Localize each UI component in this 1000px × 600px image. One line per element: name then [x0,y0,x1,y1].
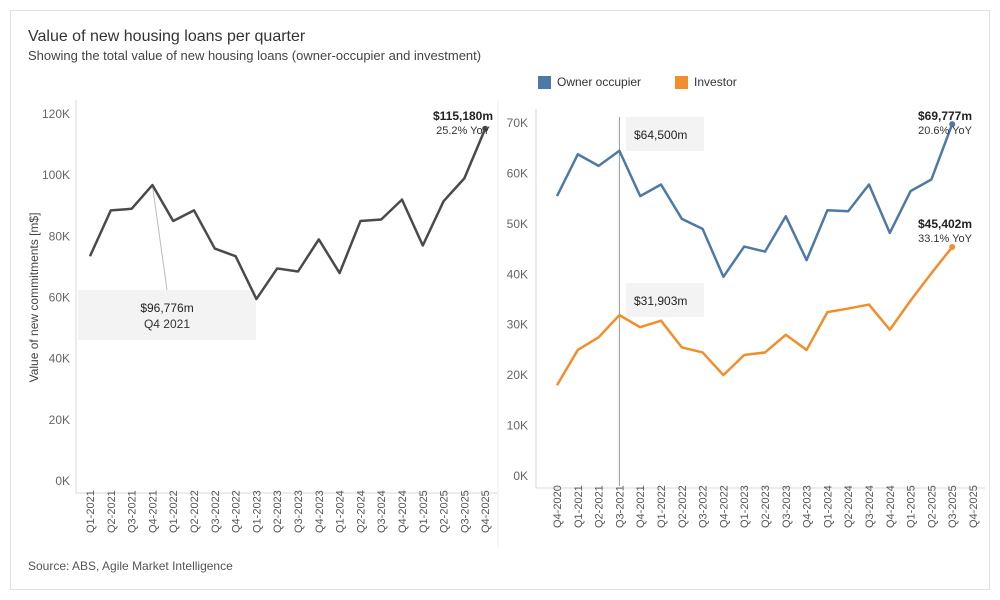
y-tick-label: 40K [49,352,70,366]
x-tick-label: Q2-2022 [677,485,689,528]
x-tick-label: Q2-2025 [926,485,938,528]
x-tick-label: Q2-2024 [355,490,367,533]
y-tick-label: 70K [507,116,528,130]
x-tick-label: Q3-2022 [210,490,222,533]
y-tick-label: 50K [507,217,528,231]
legend-label-owner: Owner occupier [557,75,642,89]
x-tick-label: Q2-2021 [106,490,118,533]
tooltip-value-investor: $31,903m [634,294,687,308]
tooltip-value-owner: $64,500m [634,128,687,142]
x-tick-label: Q4-2022 [231,490,243,533]
x-tick-label: Q4-2020 [552,485,564,528]
x-tick-label: Q3-2022 [698,485,710,528]
tooltip-box-total-q4-2021 [78,290,256,340]
legend-swatch-owner [538,75,551,89]
x-tick-label: Q3-2021 [127,490,139,533]
x-tick-label: Q4-2023 [314,490,326,533]
x-tick-label: Q4-2022 [718,485,730,528]
page-title: Value of new housing loans per quarter [28,28,306,45]
legend: Owner occupier Investor [538,75,771,89]
x-tick-label: Q1-2021 [573,485,585,528]
end-label-yoy-investor: 33.1% YoY [918,233,972,245]
y-tick-label: 100K [42,168,70,182]
x-tick-label: Q1-2024 [822,485,834,528]
x-tick-label: Q1-2025 [906,485,918,528]
legend-item-owner[interactable]: Owner occupier [538,75,641,89]
tooltip-box-investor [626,283,704,317]
x-tick-label: Q3-2024 [376,490,388,533]
data-point-investor [949,244,956,251]
legend-item-investor[interactable]: Investor [675,75,737,89]
y-axis-title: Value of new commitments [m$] [27,213,41,383]
tooltip-sub-total: Q4 2021 [144,317,190,331]
x-tick-label: Q3-2024 [864,485,876,528]
legend-swatch-investor [675,75,689,89]
y-tick-label: 0K [513,469,528,483]
end-label-value-total: $115,180m [433,109,493,123]
x-tick-label: Q1-2023 [251,490,263,533]
x-tick-label: Q4-2024 [397,490,409,533]
x-tick-label: Q2-2023 [760,485,772,528]
x-tick-label: Q3-2025 [459,490,471,533]
series-line-owner [555,123,954,279]
x-tick-label: Q3-2025 [947,485,959,528]
x-tick-label: Q3-2023 [293,490,305,533]
series-line-total [88,128,487,301]
page-subtitle: Showing the total value of new housing l… [28,48,482,63]
x-tick-label: Q4-2025 [968,485,980,528]
x-tick-label: Q1-2022 [656,485,668,528]
y-tick-label: 40K [507,267,528,281]
y-tick-label: 0K [55,474,70,488]
x-tick-label: Q3-2021 [614,485,626,528]
x-tick-label: Q4-2025 [480,490,492,533]
y-tick-label: 80K [49,229,70,243]
end-label-yoy-total: 25.2% YoY [436,125,490,137]
data-point-total [482,125,489,132]
x-tick-label: Q2-2021 [594,485,606,528]
legend-label-investor: Investor [694,75,737,89]
y-tick-label: 30K [507,318,528,332]
y-tick-label: 60K [49,291,70,305]
end-label-value-investor: $45,402m [918,217,972,231]
series-line-investor [555,246,954,386]
tooltip-box-owner [626,117,704,151]
x-tick-label: Q2-2023 [272,490,284,533]
data-point-owner [949,121,956,128]
x-tick-label: Q4-2021 [147,490,159,533]
x-tick-label: Q4-2023 [802,485,814,528]
x-tick-label: Q1-2025 [418,490,430,533]
end-label-yoy-owner: 20.6% YoY [918,125,972,137]
x-tick-label: Q1-2024 [335,490,347,533]
x-tick-label: Q3-2023 [781,485,793,528]
x-tick-label: Q1-2023 [739,485,751,528]
y-tick-label: 60K [507,166,528,180]
x-tick-label: Q2-2022 [189,490,201,533]
tooltip-leader-total [151,184,168,291]
x-tick-label: Q4-2021 [635,485,647,528]
y-tick-label: 120K [42,107,70,121]
tooltip-value-total: $96,776m [140,301,193,315]
end-label-value-owner: $69,777m [918,109,972,123]
y-tick-label: 20K [507,368,528,382]
x-tick-label: Q2-2025 [439,490,451,533]
y-tick-label: 10K [507,419,528,433]
x-tick-label: Q1-2022 [168,490,180,533]
x-tick-label: Q2-2024 [843,485,855,528]
x-tick-label: Q1-2021 [85,490,97,533]
x-tick-label: Q4-2024 [885,485,897,528]
y-tick-label: 20K [49,413,70,427]
source-note: Source: ABS, Agile Market Intelligence [28,559,233,573]
